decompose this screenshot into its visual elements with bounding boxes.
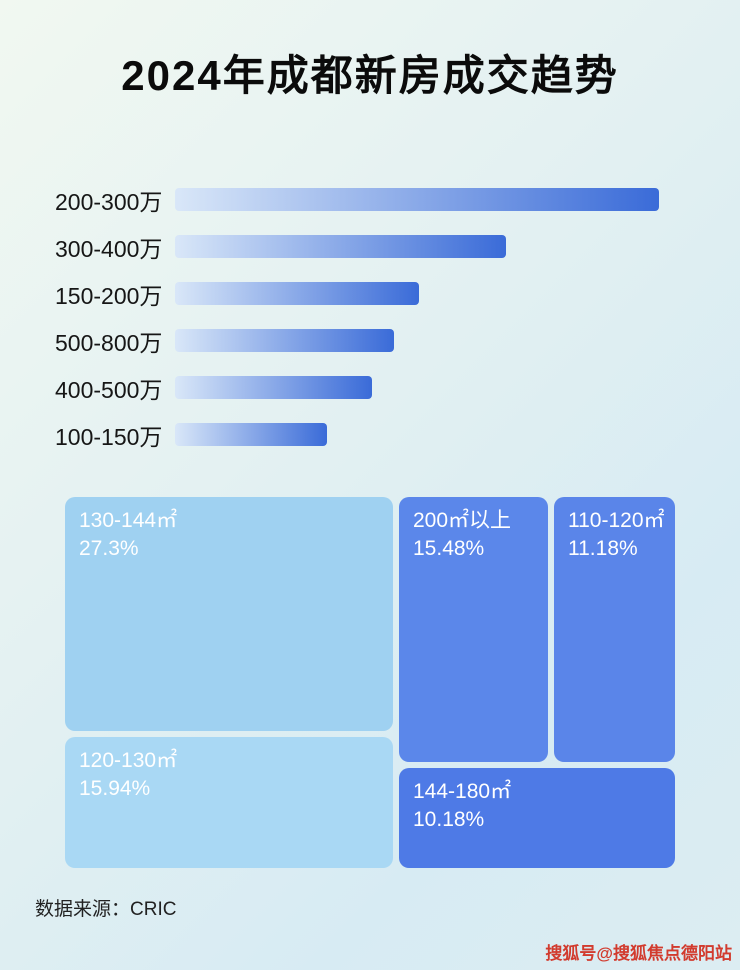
bar-category-label: 200-300万 [55, 188, 163, 215]
bar [175, 235, 506, 258]
treemap-block-value: 10.18% [413, 808, 485, 832]
treemap-block-label: 144-180㎡ [413, 780, 512, 803]
bar-track [175, 282, 659, 305]
area-share-treemap: 130-144㎡ 27.3% 120-130㎡ 15.94% 200㎡以上 15… [65, 497, 675, 868]
treemap-block-200-plus: 200㎡以上 15.48% [399, 497, 548, 762]
bar [175, 376, 372, 399]
bar-track [175, 188, 659, 211]
treemap-block-120-130: 120-130㎡ 15.94% [65, 737, 393, 868]
data-source-note: 数据来源：CRIC [35, 899, 177, 920]
bar [175, 329, 395, 352]
treemap-block-130-144: 130-144㎡ 27.3% [65, 497, 393, 731]
bar [175, 423, 328, 446]
treemap-block-value: 11.18% [568, 537, 638, 561]
watermark: 搜狐号@搜狐焦点德阳站 [545, 944, 732, 963]
bar-track [175, 235, 659, 258]
bar-category-label: 400-500万 [55, 376, 163, 403]
bar-row: 400-500万 [55, 364, 695, 411]
treemap-block-label: 120-130㎡ [79, 749, 178, 772]
bar-row: 500-800万 [55, 317, 695, 364]
treemap-block-value: 15.94% [79, 777, 151, 801]
page-title: 2024年成都新房成交趋势 [121, 52, 619, 99]
treemap-block-144-180: 144-180㎡ 10.18% [399, 768, 675, 868]
bar [175, 282, 420, 305]
bar-track [175, 376, 659, 399]
bar-category-label: 150-200万 [55, 282, 163, 309]
bar-category-label: 100-150万 [55, 423, 163, 450]
treemap-block-value: 27.3% [79, 537, 139, 561]
bar-row: 100-150万 [55, 411, 695, 458]
treemap-block-110-120: 110-120㎡ 11.18% [554, 497, 675, 762]
treemap-block-label: 110-120㎡ [568, 509, 665, 532]
bar-row: 200-300万 [55, 176, 695, 223]
treemap-block-label: 130-144㎡ [79, 509, 178, 532]
bar-category-label: 500-800万 [55, 329, 163, 356]
bar-row: 300-400万 [55, 223, 695, 270]
bar-track [175, 329, 659, 352]
bar-category-label: 300-400万 [55, 235, 163, 262]
bar-track [175, 423, 659, 446]
bar-row: 150-200万 [55, 270, 695, 317]
treemap-block-value: 15.48% [413, 537, 485, 561]
bar [175, 188, 659, 211]
treemap-block-label: 200㎡以上 [413, 509, 512, 532]
price-band-bar-chart: 200-300万 300-400万 150-200万 500-800万 400-… [55, 176, 695, 458]
